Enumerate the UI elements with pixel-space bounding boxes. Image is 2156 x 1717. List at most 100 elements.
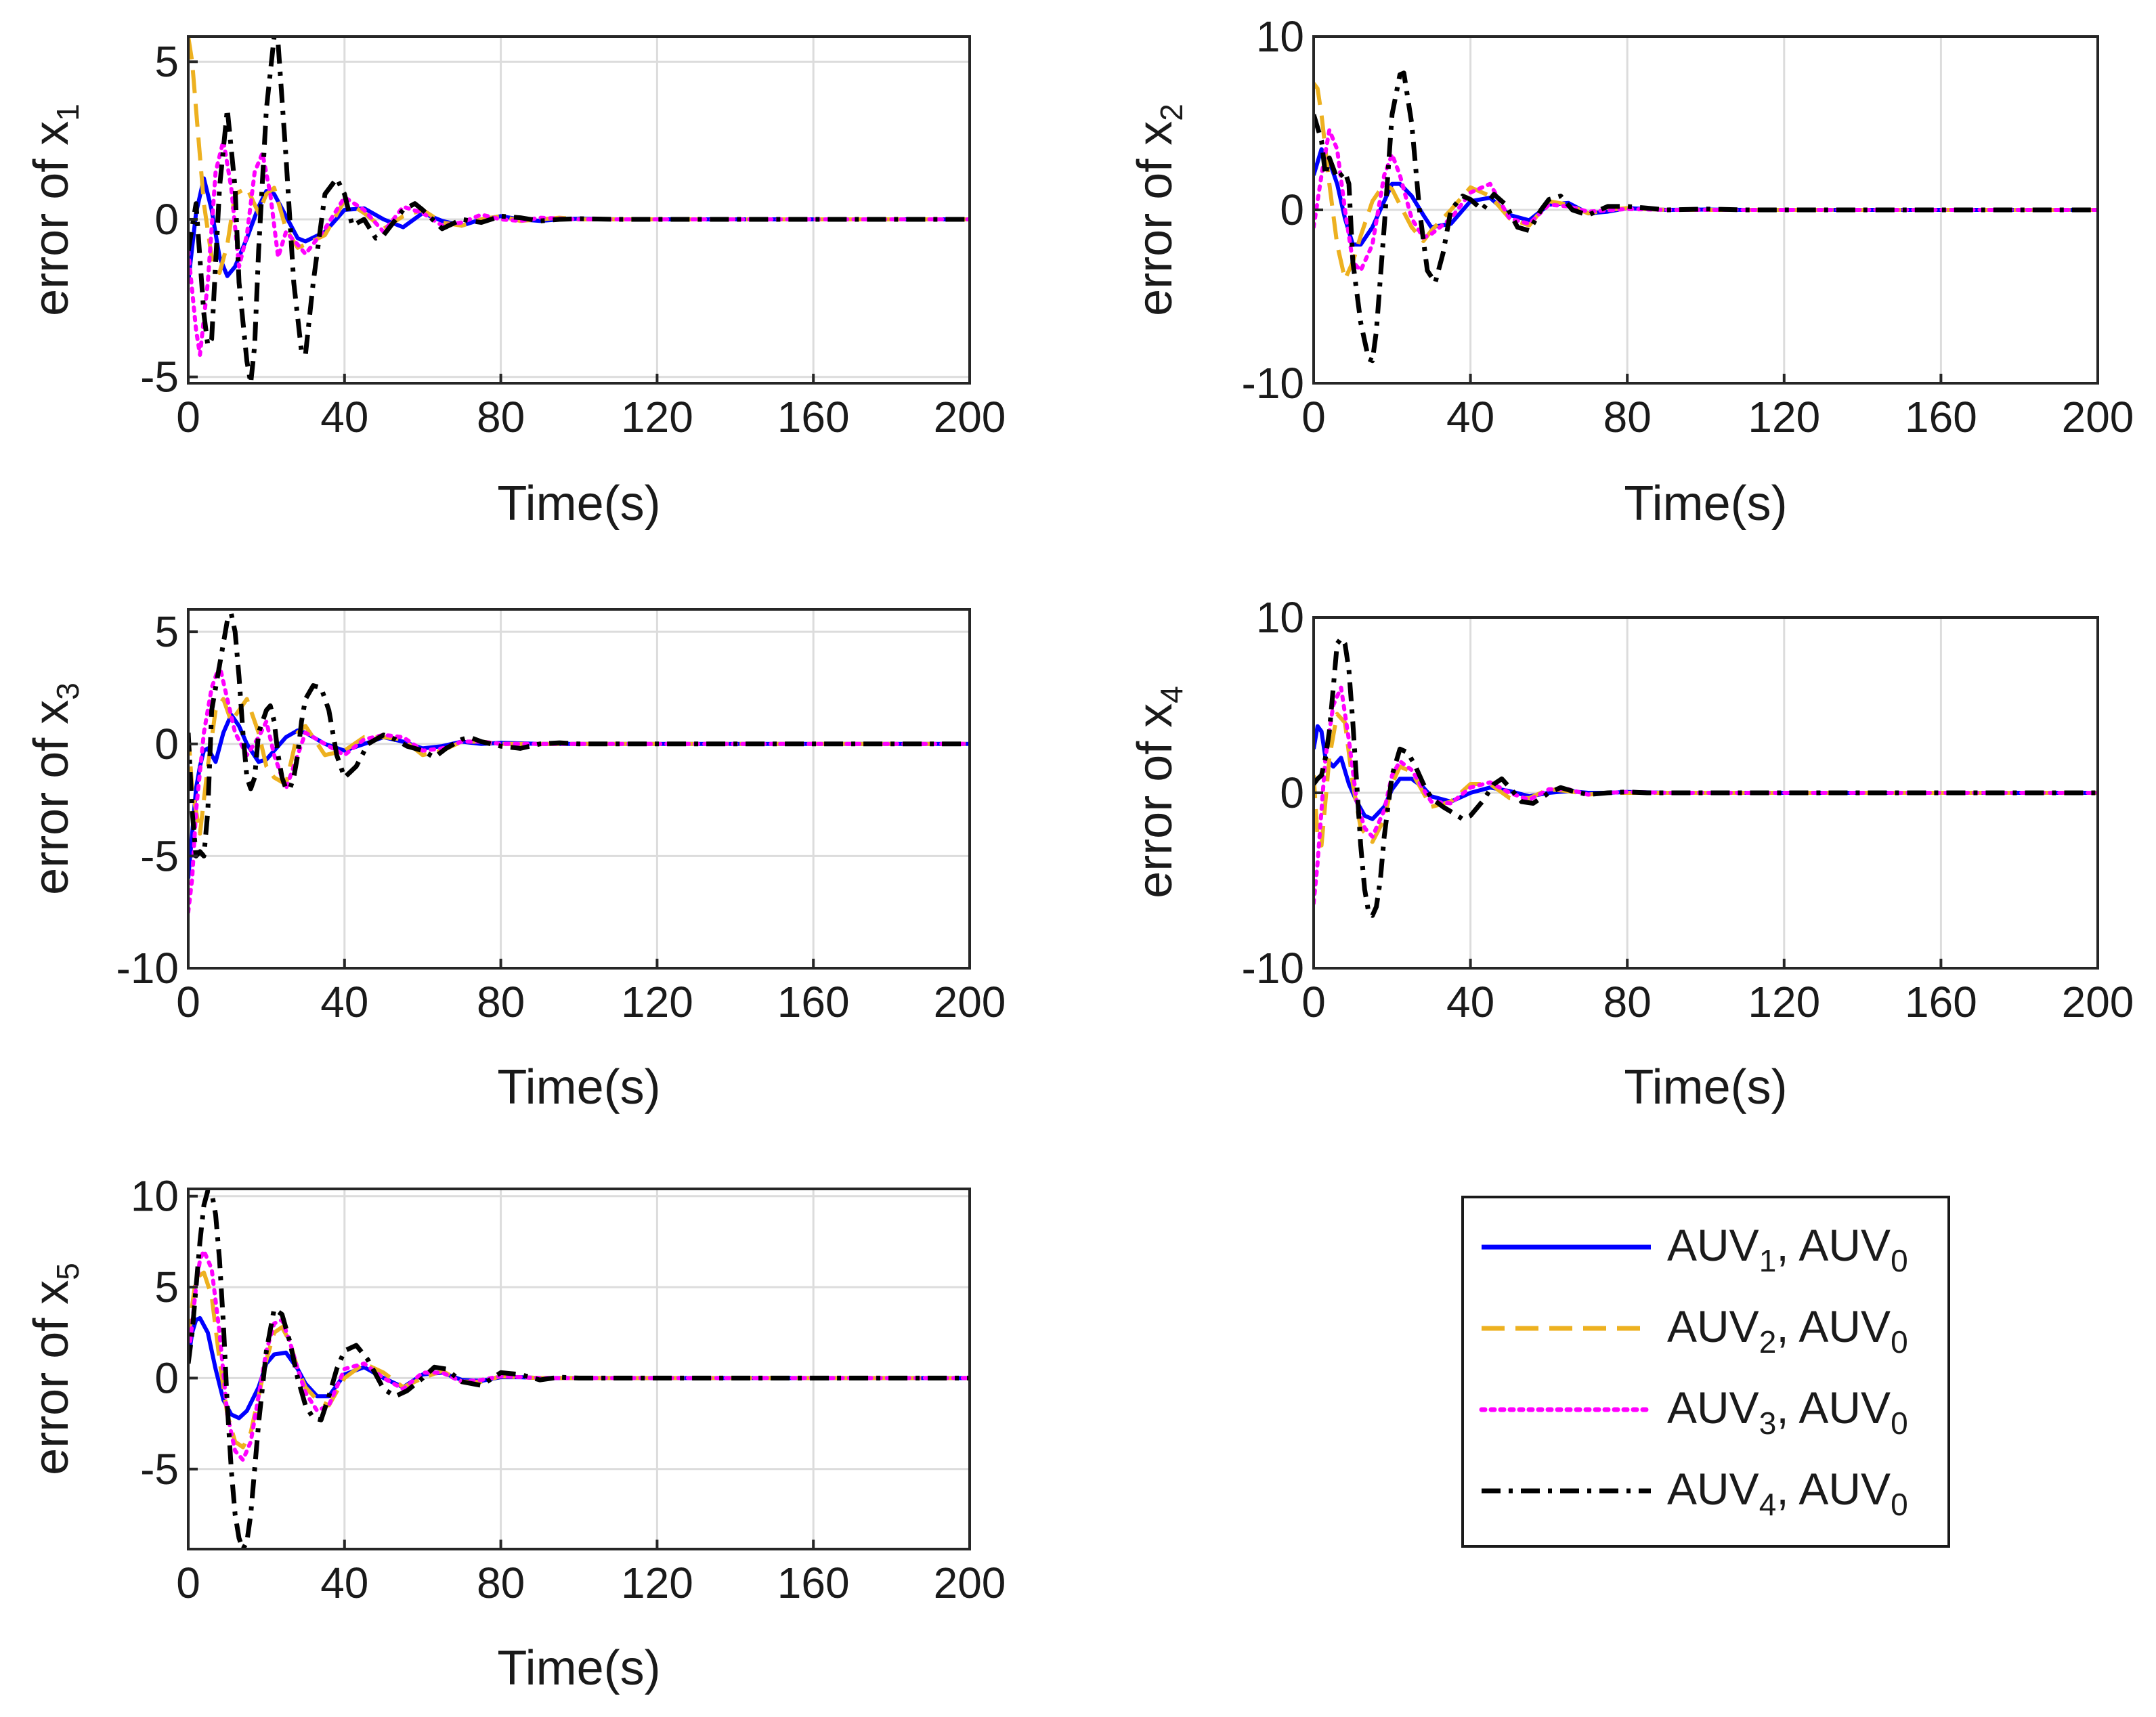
- y-tick-labels: -10 -5 0 5: [116, 607, 198, 993]
- axes-frame: [187, 1188, 971, 1550]
- subplot-x1: 0 40 80 120 160 200 -505 Time(s) error of x1: [24, 35, 1006, 531]
- x-tick-label: 160: [1905, 978, 1977, 1026]
- series-lines: [1314, 70, 2098, 364]
- legend-entry: AUV3, AUV0: [1479, 1383, 1908, 1441]
- legend: AUV1, AUV0 AUV2, AUV0 AUV3, AUV0 AUV4, A…: [1461, 1196, 1950, 1548]
- series-lines: [188, 37, 970, 383]
- legend-entry: AUV4, AUV0: [1482, 1464, 1908, 1522]
- x-tick-label: 160: [777, 393, 850, 441]
- x-tick-label: 0: [176, 1559, 200, 1607]
- y-axis-label-main: error of x: [24, 1280, 79, 1475]
- legend-label: AUV4, AUV0: [1667, 1464, 1908, 1522]
- y-tick-label: -10: [116, 944, 179, 993]
- y-tick-label: 0: [1280, 768, 1304, 817]
- x-tick-label: 120: [1748, 978, 1820, 1026]
- y-tick-labels: -5 0 5 10: [131, 1172, 198, 1494]
- y-tick-label: 5: [154, 37, 179, 86]
- x-tick-label: 200: [2062, 978, 2134, 1026]
- x-tick-labels: 0 40 80 120 160 200: [1301, 959, 2134, 1026]
- y-axis-label-main: error of x: [24, 121, 79, 316]
- legend-label: AUV2, AUV0: [1667, 1301, 1908, 1360]
- y-axis-label-subscript: 3: [50, 682, 85, 700]
- legend-label: AUV3, AUV0: [1667, 1383, 1908, 1441]
- subplot-x5: 0 40 80 120 160 200 -5 0 5 10 Time(s) error of x…: [24, 1172, 1006, 1695]
- y-axis-label-main: error of x: [1128, 703, 1182, 898]
- plot-area: [188, 37, 970, 383]
- x-tick-label: 40: [1446, 978, 1494, 1026]
- y-tick-label: 10: [1256, 12, 1304, 61]
- x-tick-label: 200: [934, 393, 1006, 441]
- series-line-auv4: [188, 611, 970, 858]
- x-tick-label: 80: [477, 978, 525, 1026]
- x-tick-label: 160: [1905, 393, 1977, 441]
- x-tick-label: 80: [477, 1559, 525, 1607]
- legend-label: AUV1, AUV0: [1667, 1220, 1908, 1278]
- legend-entry: AUV2, AUV0: [1482, 1301, 1908, 1360]
- x-tick-labels: 0 40 80 120 160 200: [176, 1540, 1006, 1607]
- x-tick-label: 0: [176, 978, 200, 1026]
- y-axis-label-subscript: 1: [50, 104, 85, 121]
- y-axis-label: error of x3: [24, 682, 85, 895]
- legend-entry: AUV1, AUV0: [1482, 1220, 1908, 1278]
- x-tick-labels: 0 40 80 120 160 200: [176, 374, 1006, 441]
- subplot-x3: 0 40 80 120 160 200 -10 -5 0 5 Time(s) error of …: [24, 607, 1006, 1114]
- x-tick-label: 0: [1301, 393, 1326, 441]
- y-tick-labels: -5 0 5: [140, 37, 198, 401]
- y-tick-label: -10: [1242, 944, 1305, 993]
- x-axis-label: Time(s): [1624, 477, 1787, 531]
- y-axis-label: error of x4: [1128, 686, 1189, 898]
- x-tick-label: 120: [621, 978, 693, 1026]
- y-axis-label-main: error of x: [1128, 121, 1182, 316]
- y-tick-label: 0: [1280, 186, 1304, 234]
- y-axis-label: error of x1: [24, 104, 85, 316]
- series-lines: [188, 611, 970, 915]
- y-tick-labels: -10 0 10: [1242, 593, 1323, 993]
- x-tick-label: 40: [1446, 393, 1494, 441]
- y-tick-label: -5: [140, 831, 179, 880]
- x-tick-label: 0: [1301, 978, 1326, 1026]
- y-tick-label: -5: [140, 1445, 179, 1494]
- plot-area: [188, 1189, 970, 1549]
- x-tick-label: 200: [934, 978, 1006, 1026]
- y-tick-label: -10: [1242, 359, 1305, 408]
- y-tick-label: 0: [154, 195, 179, 244]
- x-tick-label: 80: [1603, 393, 1652, 441]
- x-tick-label: 120: [1748, 393, 1820, 441]
- x-axis-label: Time(s): [497, 477, 660, 531]
- series-lines: [1314, 636, 2098, 918]
- y-tick-label: 5: [154, 607, 179, 656]
- y-tick-labels: -10 0 10: [1242, 12, 1323, 408]
- legend-box: [1461, 1196, 1950, 1548]
- x-tick-label: 40: [320, 393, 368, 441]
- plot-area: [188, 609, 970, 968]
- y-axis-label-subscript: 4: [1154, 686, 1189, 703]
- series-line-auv2: [188, 37, 970, 276]
- y-axis-label: error of x5: [24, 1263, 85, 1475]
- x-tick-label: 40: [320, 978, 368, 1026]
- x-tick-label: 80: [477, 393, 525, 441]
- axes-frame: [187, 35, 971, 385]
- x-axis-label: Time(s): [497, 1641, 660, 1695]
- x-axis-label: Time(s): [1624, 1060, 1787, 1114]
- series-lines: [188, 1189, 970, 1549]
- axes-frame: [187, 608, 971, 970]
- x-tick-label: 80: [1603, 978, 1652, 1026]
- x-tick-label: 120: [621, 1559, 693, 1607]
- x-tick-labels: 0 40 80 120 160 200: [1301, 374, 2134, 441]
- y-tick-label: -5: [140, 353, 179, 401]
- x-tick-label: 160: [777, 1559, 850, 1607]
- y-tick-label: 10: [1256, 593, 1304, 642]
- y-axis-label-main: error of x: [24, 700, 79, 895]
- y-tick-label: 0: [154, 720, 179, 768]
- x-tick-label: 200: [934, 1559, 1006, 1607]
- x-tick-labels: 0 40 80 120 160 200: [176, 959, 1006, 1026]
- x-tick-label: 120: [621, 393, 693, 441]
- y-axis-label: error of x2: [1128, 104, 1189, 316]
- y-tick-label: 0: [154, 1353, 179, 1402]
- y-tick-label: 10: [131, 1172, 179, 1221]
- x-tick-label: 0: [176, 393, 200, 441]
- x-axis-label: Time(s): [497, 1060, 660, 1114]
